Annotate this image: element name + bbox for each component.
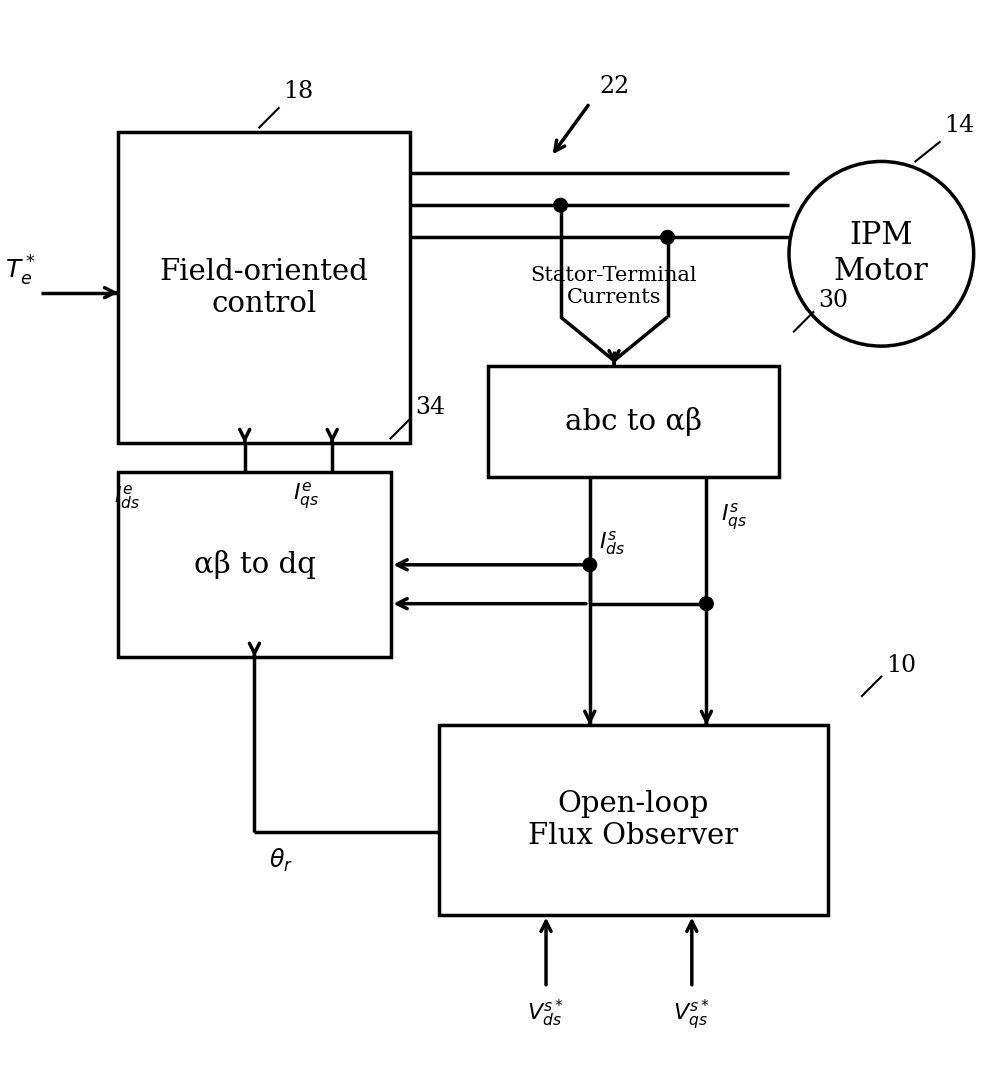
Text: 10: 10: [886, 654, 916, 677]
Text: $V_{ds}^{s*}$: $V_{ds}^{s*}$: [528, 998, 565, 1028]
Text: abc to αβ: abc to αβ: [565, 406, 702, 436]
Text: 18: 18: [284, 80, 314, 103]
Text: Field-oriented
control: Field-oriented control: [160, 257, 369, 318]
Text: 14: 14: [945, 115, 975, 137]
Text: $I_{qs}^{e}$: $I_{qs}^{e}$: [293, 481, 319, 512]
Bar: [439, 725, 828, 915]
Text: $I_{ds}^{s}$: $I_{ds}^{s}$: [599, 529, 625, 557]
Circle shape: [661, 230, 675, 244]
Text: $V_{qs}^{s*}$: $V_{qs}^{s*}$: [674, 998, 711, 1031]
Text: 34: 34: [415, 396, 445, 419]
Text: 30: 30: [818, 289, 848, 312]
Circle shape: [583, 558, 596, 572]
Text: 22: 22: [599, 76, 629, 98]
Text: $T_e^*$: $T_e^*$: [5, 254, 36, 288]
Circle shape: [554, 199, 567, 212]
Text: IPM
Motor: IPM Motor: [834, 221, 928, 288]
Text: Stator-Terminal
Currents: Stator-Terminal Currents: [531, 266, 698, 307]
Text: $I_{ds}^{e}$: $I_{ds}^{e}$: [114, 483, 140, 510]
Text: αβ to dq: αβ to dq: [193, 550, 315, 579]
Bar: [119, 472, 391, 657]
Text: $\theta_r$: $\theta_r$: [269, 846, 293, 873]
Circle shape: [700, 597, 713, 611]
Bar: [119, 132, 410, 443]
Text: Open-loop
Flux Observer: Open-loop Flux Observer: [529, 790, 738, 850]
Text: $I_{qs}^{s}$: $I_{qs}^{s}$: [721, 502, 747, 533]
Circle shape: [789, 161, 974, 346]
Bar: [487, 365, 779, 478]
